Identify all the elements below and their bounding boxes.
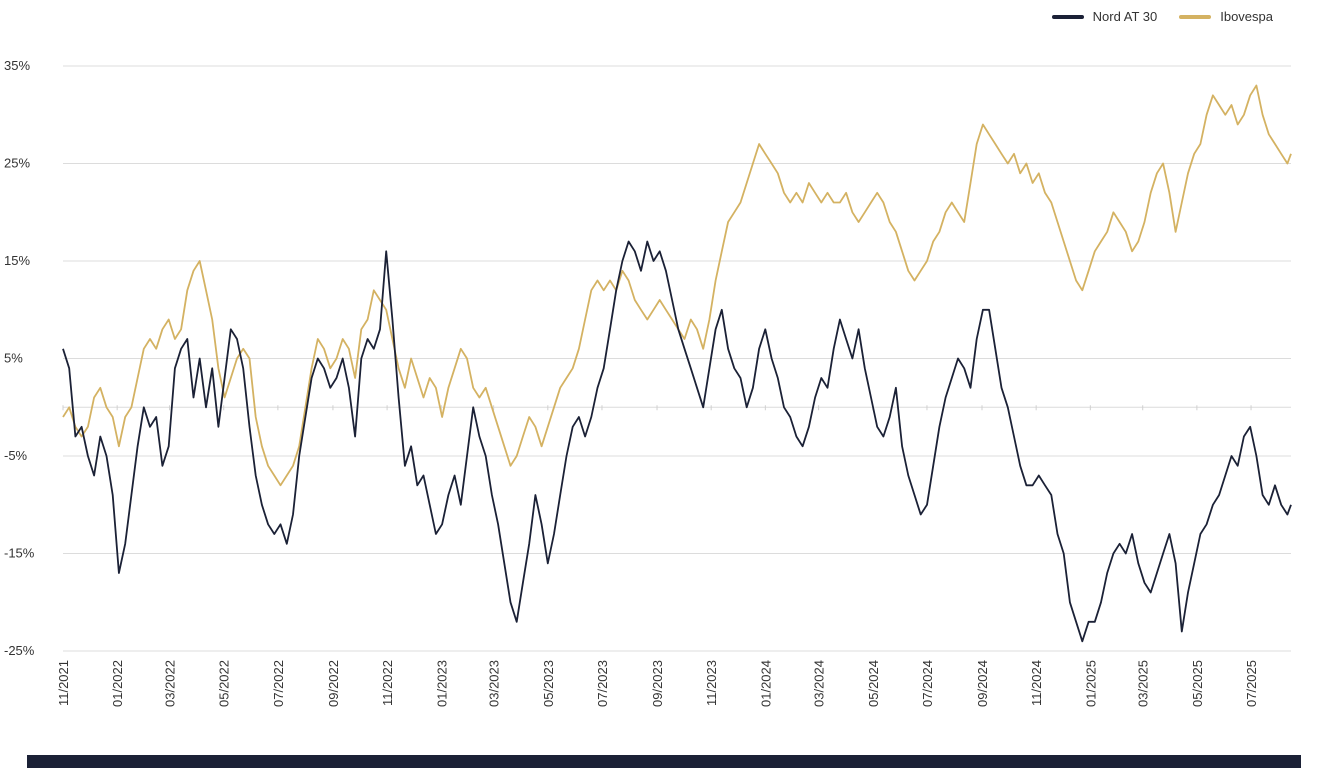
- legend-swatch-ibovespa: [1179, 14, 1212, 19]
- x-tick-label: 07/2023: [595, 660, 610, 707]
- x-tick-label: 01/2023: [434, 660, 449, 707]
- x-tick-label: 05/2022: [217, 660, 232, 707]
- y-tick-label: 35%: [4, 58, 30, 73]
- x-tick-label: 11/2022: [380, 660, 395, 706]
- footer-band: [27, 755, 1301, 768]
- y-tick-label: -5%: [4, 448, 28, 463]
- legend-swatch-nord-at-30: [1051, 14, 1084, 19]
- x-tick-label: 07/2025: [1244, 660, 1259, 707]
- x-tick-label: 11/2021: [56, 660, 71, 706]
- y-tick-label: -25%: [4, 643, 35, 658]
- x-tick-label: 01/2022: [110, 660, 125, 707]
- x-tick-label: 09/2024: [975, 660, 990, 707]
- legend-label-ibovespa: Ibovespa: [1220, 9, 1273, 24]
- y-tick-label: 5%: [4, 351, 23, 366]
- legend-label-nord-at-30: Nord AT 30: [1092, 9, 1158, 24]
- x-tick-label: 01/2025: [1083, 660, 1098, 707]
- x-tick-label: 03/2025: [1136, 660, 1151, 707]
- x-tick-label: 03/2024: [812, 660, 827, 707]
- legend-item-ibovespa: Ibovespa: [1179, 9, 1273, 24]
- gridlines: [62, 65, 1291, 652]
- x-tick-label: 05/2023: [541, 660, 556, 707]
- x-tick-label: 07/2022: [271, 660, 286, 707]
- x-tick-label: 01/2024: [758, 660, 773, 707]
- series-line-ibovespa: [62, 84, 1292, 487]
- legend-item-nord-at-30: Nord AT 30: [1051, 9, 1158, 24]
- y-axis-tick-labels: 35% 25% 15% 5% -5% -15% -25%: [4, 58, 35, 658]
- y-tick-label: -15%: [4, 546, 35, 561]
- y-tick-label: 15%: [4, 253, 30, 268]
- x-axis-tick-labels: 11/2021 01/2022 03/2022 05/2022 07/2022 09/20…: [56, 660, 1259, 707]
- y-tick-label: 25%: [4, 156, 30, 171]
- x-tick-label: 09/2022: [326, 660, 341, 707]
- x-tick-label: 03/2022: [163, 660, 178, 707]
- x-tick-label: 05/2025: [1190, 660, 1205, 707]
- x-tick-label: 11/2023: [704, 660, 719, 706]
- series-line-nord-at-30: [62, 240, 1292, 643]
- x-tick-label: 11/2024: [1029, 660, 1044, 706]
- x-tick-label: 05/2024: [866, 660, 881, 707]
- line-chart: 35% 25% 15% 5% -5% -15% -25% 11/2021 01/2022 03/…: [4, 58, 1292, 707]
- legend: Nord AT 30 Ibovespa: [1051, 9, 1273, 24]
- x-tick-label: 07/2024: [920, 660, 935, 707]
- x-tick-label: 09/2023: [650, 660, 665, 707]
- series-lines: [62, 84, 1292, 643]
- x-tick-label: 03/2023: [487, 660, 502, 707]
